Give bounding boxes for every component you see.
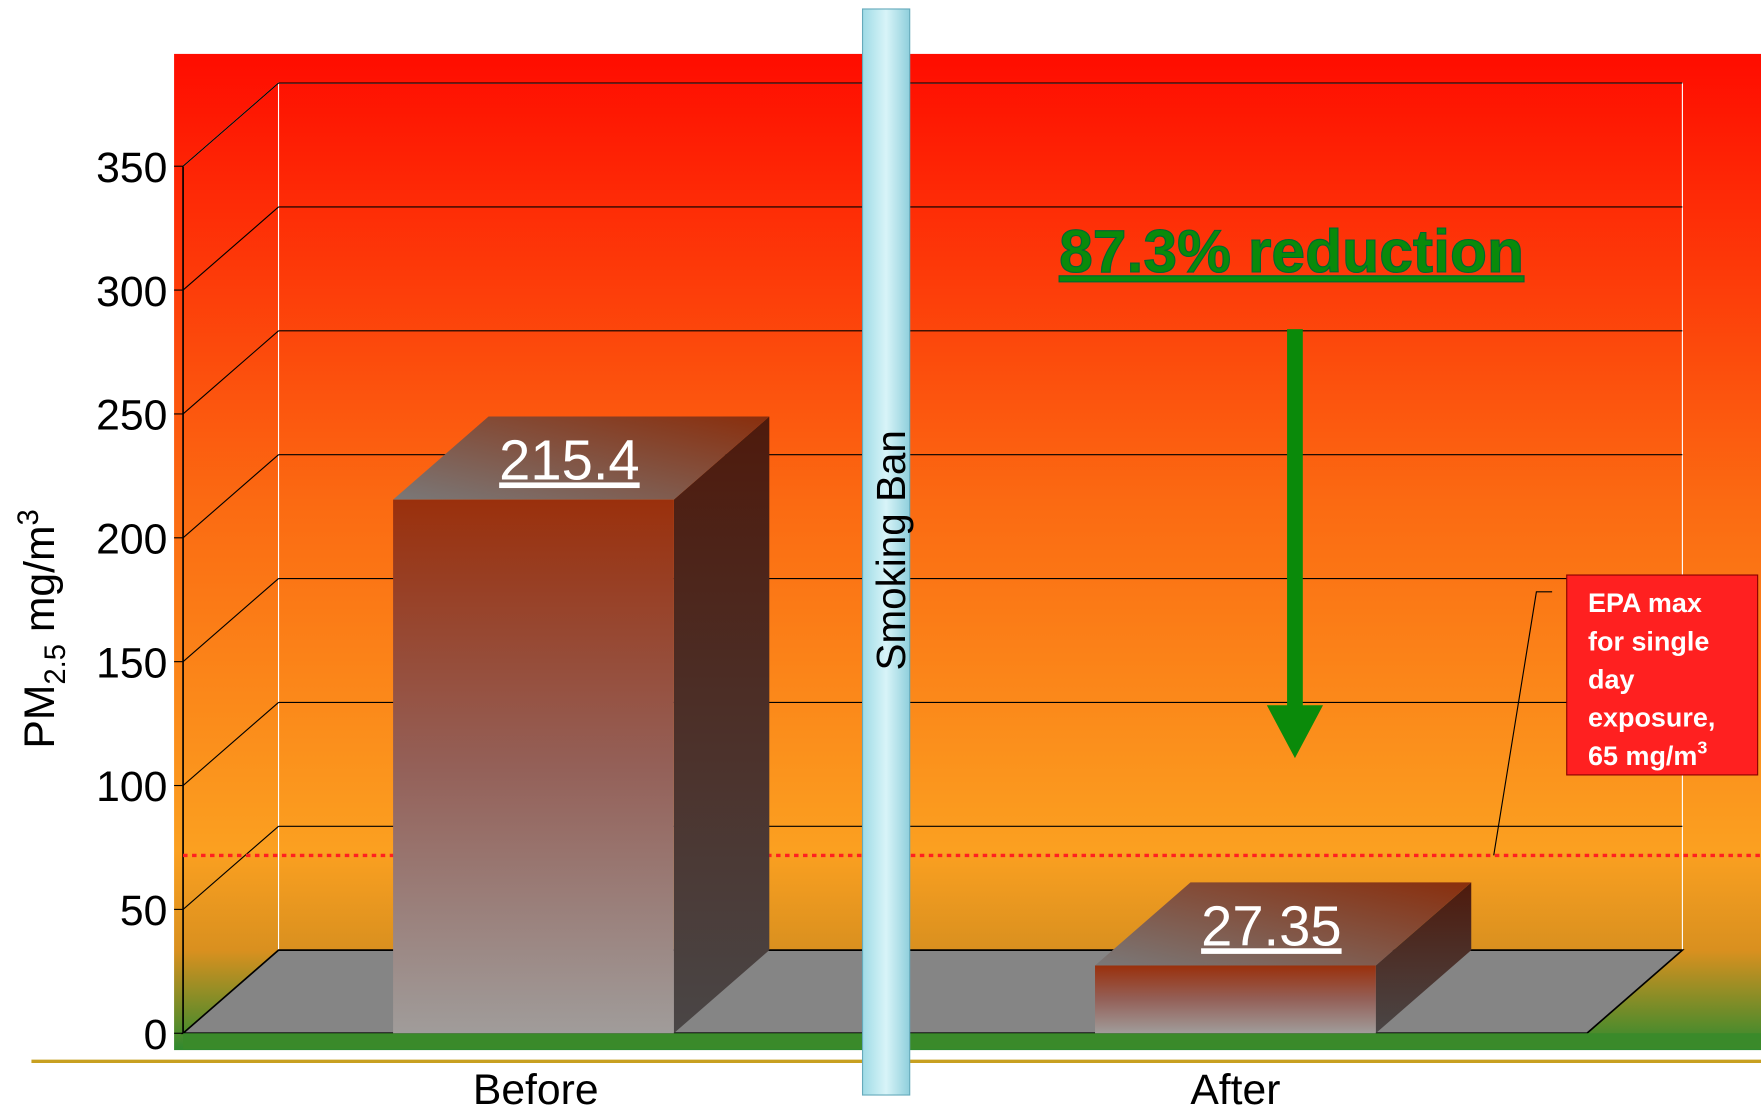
reference-label-sup: 3: [1697, 738, 1707, 758]
grid-line: [182, 825, 279, 910]
bar-side: [1375, 882, 1472, 1034]
y-tick-label: 200: [96, 516, 167, 564]
reference-label-line: EPA max: [1588, 588, 1702, 618]
reference-label-line: 65 mg/m: [1588, 741, 1697, 771]
reference-box: [1566, 574, 1759, 776]
leader-line: [1493, 591, 1553, 856]
y-axis-label-part: mg/m: [16, 526, 64, 645]
arrow: [1266, 329, 1324, 759]
value-label: 215.4: [499, 428, 639, 491]
y-axis-label-part: 2.5: [40, 644, 72, 685]
y-tick-label: 350: [96, 144, 167, 192]
x-tick-label: Before: [473, 1066, 599, 1110]
value-label: 27.35: [1201, 894, 1342, 957]
grid-line: [182, 701, 279, 786]
y-tick-label: 150: [96, 639, 167, 687]
bar: [393, 499, 674, 1034]
floor-edge: [183, 1033, 1761, 1049]
y-axis-label-part: PM: [16, 685, 64, 749]
bar-top: [1095, 882, 1472, 966]
y-tick-label: 100: [96, 763, 167, 811]
y-tick-label: 0: [144, 1011, 168, 1059]
x-tick-label: After: [1190, 1066, 1280, 1110]
reference-label-line: exposure,: [1588, 703, 1715, 733]
y-tick-label: 250: [96, 392, 167, 440]
reference-label-line: for single: [1588, 626, 1709, 656]
bar-side: [673, 416, 770, 1034]
annotation: 87.3% reduction: [1059, 217, 1524, 285]
grid-line: [182, 206, 279, 291]
y-tick-label: 50: [120, 887, 167, 935]
y-axis-label: PM2.5 mg/m3: [13, 509, 72, 748]
divider: [861, 8, 911, 1096]
grid-line: [182, 454, 279, 539]
grid-line: [182, 82, 279, 167]
reference-label: EPA max for single day exposure, 65 mg/m3: [1588, 588, 1715, 771]
divider-label: Smoking Ban: [868, 430, 914, 670]
grid-line: [182, 578, 279, 663]
bar-top: [393, 416, 770, 500]
y-axis-label-part: 3: [13, 509, 45, 525]
y-tick-label: 300: [96, 268, 167, 316]
bar: [1095, 965, 1376, 1034]
reference-label-line: day: [1588, 664, 1634, 694]
grid-line: [182, 330, 279, 415]
